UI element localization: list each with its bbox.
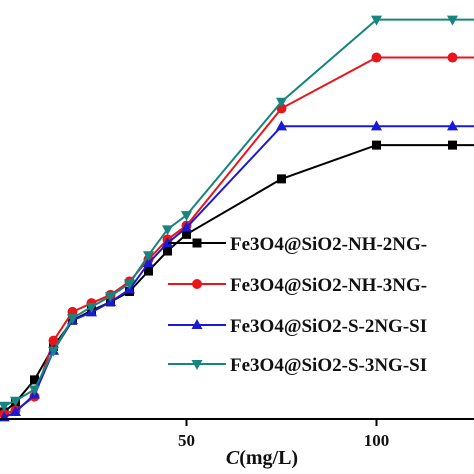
x-axis-title-unit: (mg/L): [239, 447, 298, 469]
legend-swatch-marker-3: [191, 319, 203, 329]
series-1-point-10: [163, 246, 172, 256]
chart-marks: [0, 15, 474, 422]
series-4-point-12: [276, 97, 287, 108]
series-4-point-4: [48, 346, 59, 357]
legend-swatch-marker-2: [192, 279, 202, 289]
series-4-point-7: [105, 292, 116, 303]
series-3-point-10: [162, 237, 173, 248]
legend-swatch-marker-1: [192, 238, 202, 248]
x-axis-title: C(mg/L): [226, 447, 298, 469]
series-4-point-8: [124, 279, 135, 290]
series-3-point-2: [10, 405, 21, 416]
series-3-point-12: [276, 120, 287, 131]
series-3: [0, 120, 474, 422]
x-tick-label-1: 50: [178, 431, 195, 450]
legend-label-2: Fe3O4@SiO2-NH-3NG-: [230, 275, 427, 296]
series-1-point-9: [144, 266, 153, 276]
series-3-point-11: [181, 221, 192, 232]
series-4-point-6: [86, 302, 97, 313]
x-tick-label-2: 100: [364, 431, 390, 450]
series-4-point-2: [10, 396, 21, 407]
series-1-point-3: [30, 375, 39, 385]
series-4: [0, 15, 474, 412]
legend-label-3: Fe3O4@SiO2-S-2NG-SI: [230, 316, 427, 337]
series-1-point-13: [372, 140, 381, 150]
series-1-point-12: [277, 174, 286, 184]
series-1-point-11: [182, 229, 191, 239]
series-3-point-14: [447, 120, 458, 131]
legend-label-1: Fe3O4@SiO2-NH-2NG-: [230, 234, 427, 255]
series-4-point-10: [162, 225, 173, 236]
series-4-point-1: [0, 401, 10, 412]
legend-item-1: Fe3O4@SiO2-NH-2NG-: [168, 234, 427, 255]
series-2-point-14: [447, 52, 458, 63]
series-2-point-13: [371, 52, 382, 63]
legend-item-3: Fe3O4@SiO2-S-2NG-SI: [168, 316, 427, 337]
series-3-point-13: [371, 120, 382, 131]
series-4-point-3: [29, 385, 40, 396]
series-4-point-11: [181, 211, 192, 222]
legend-label-4: Fe3O4@SiO2-S-3NG-SI: [230, 355, 427, 376]
series-4-point-9: [143, 251, 154, 262]
series-1-point-14: [448, 140, 457, 150]
series-2-point-4: [48, 335, 59, 346]
legend-swatch-marker-4: [191, 360, 203, 370]
x-ticks: 50 100: [178, 419, 389, 450]
legend-item-4: Fe3O4@SiO2-S-3NG-SI: [168, 355, 427, 376]
x-axis-title-var: C: [226, 447, 240, 469]
legend: Fe3O4@SiO2-NH-2NG- Fe3O4@SiO2-NH-3NG- Fe3O…: [168, 234, 427, 376]
series-4-point-13: [371, 15, 382, 26]
series-4-point-14: [447, 15, 458, 26]
series-4-point-5: [67, 314, 78, 325]
series-4-line: [3, 18, 474, 407]
legend-item-2: Fe3O4@SiO2-NH-3NG-: [168, 275, 427, 296]
series-3-point-9: [143, 257, 154, 268]
